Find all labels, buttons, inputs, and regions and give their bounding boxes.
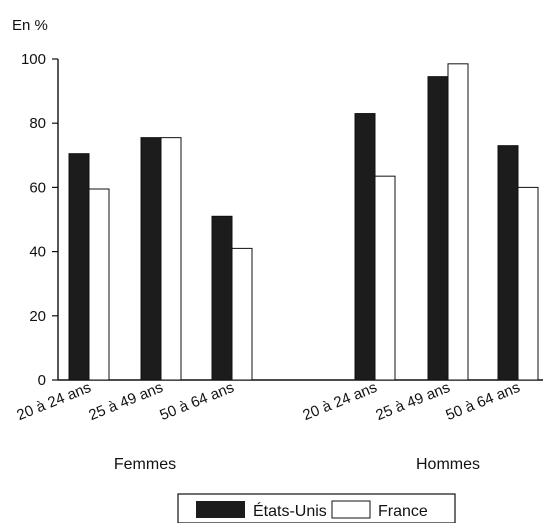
bars [68,63,539,381]
group-label-femmes: Femmes [114,456,176,473]
group-label-hommes: Hommes [416,456,480,473]
bar-france-4 [447,63,469,381]
bar-etats-unis-4 [427,76,449,381]
x-tick-label: 50 à 64 ans [157,379,236,424]
y-axis-ticks: 0 20 40 60 80 100 [21,51,58,389]
legend-swatch-france [331,500,371,519]
legend-frame [177,493,456,523]
bar-france-0 [88,188,110,381]
legend: États-Unis France [177,493,456,523]
legend-swatch-etats-unis [196,501,245,518]
y-axis-label: En % [12,17,48,34]
bar-france-2 [231,247,253,381]
y-tick-label: 20 [29,308,46,325]
bar-etats-unis-2 [211,215,233,381]
legend-label-france: France [378,503,428,520]
bar-etats-unis-0 [68,153,90,381]
y-tick-label: 0 [38,372,46,389]
bar-france-5 [517,186,539,381]
x-tick-label: 50 à 64 ans [443,379,522,424]
group-labels: Femmes Hommes [114,456,480,473]
x-tick-label: 20 à 24 ans [300,379,379,424]
bar-etats-unis-5 [497,145,519,381]
x-tick-label: 20 à 24 ans [14,379,93,424]
y-tick-label: 40 [29,244,46,261]
y-tick-label: 60 [29,179,46,196]
x-tick-label: 25 à 49 ans [373,379,452,424]
x-tick-label: 25 à 49 ans [86,379,165,424]
bar-france-3 [374,175,396,381]
bar-france-1 [160,137,182,381]
y-tick-label: 100 [21,51,46,68]
legend-label-etats-unis: États-Unis [253,501,327,520]
bar-etats-unis-3 [354,113,376,381]
y-tick-label: 80 [29,115,46,132]
bar-etats-unis-1 [140,137,162,381]
